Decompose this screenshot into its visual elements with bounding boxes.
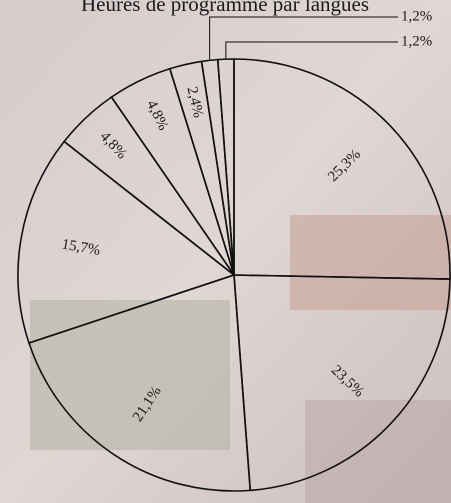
flag-decor [30,300,230,450]
flag-decor [290,215,451,310]
pie-slice [216,58,235,276]
chart-title: Heures de programme par langues [81,0,369,16]
slice-label: 1,2% [401,8,432,24]
leader-line [209,16,398,61]
slice-label: 15,7% [60,236,101,258]
leader-line [225,41,398,60]
slice-label: 1,2% [401,33,432,49]
pie-slice [17,140,236,345]
pie-slice [233,58,451,280]
slice-label: 2,4% [184,85,207,119]
pie-slice [27,273,252,492]
pie-slice [233,274,451,492]
flag-decor [305,400,451,503]
